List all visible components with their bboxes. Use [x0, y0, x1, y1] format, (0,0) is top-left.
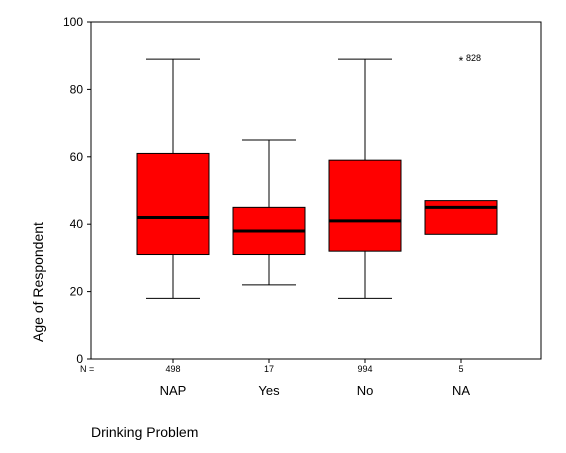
y-axis: 0 20 40 60 80 100 — [63, 15, 91, 366]
box-no — [328, 58, 402, 299]
y-tick-label: 100 — [63, 15, 83, 29]
box-nap — [136, 58, 210, 299]
n-count-label: 498 — [165, 364, 180, 374]
outlier-case-label: 828 — [466, 53, 481, 63]
y-tick-label: 60 — [70, 150, 84, 164]
plot-frame — [90, 21, 542, 360]
iqr-box — [328, 159, 402, 252]
y-axis-title: Age of Respondent — [30, 222, 46, 342]
x-axis: 498 17 994 5 NAP Yes No NA — [160, 359, 470, 398]
box-na — [424, 200, 498, 235]
box-series — [136, 58, 498, 299]
y-tick-label: 0 — [76, 352, 83, 366]
iqr-box — [136, 152, 210, 256]
y-tick-label: 40 — [70, 217, 84, 231]
iqr-box — [424, 200, 498, 235]
n-prefix-label: N = — [80, 364, 94, 374]
y-tick-label: 20 — [70, 285, 84, 299]
x-axis-title: Drinking Problem — [91, 424, 198, 440]
category-label: Yes — [258, 383, 280, 398]
outlier-marker: * — [459, 54, 464, 68]
outlier-series: * 828 — [459, 53, 481, 68]
category-label: NA — [452, 383, 470, 398]
box-yes — [232, 139, 306, 286]
n-count-label: 994 — [357, 364, 372, 374]
n-count-label: 5 — [458, 364, 463, 374]
n-count-label: 17 — [264, 364, 274, 374]
y-tick-label: 80 — [70, 82, 84, 96]
category-label: No — [357, 383, 374, 398]
category-label: NAP — [160, 383, 187, 398]
